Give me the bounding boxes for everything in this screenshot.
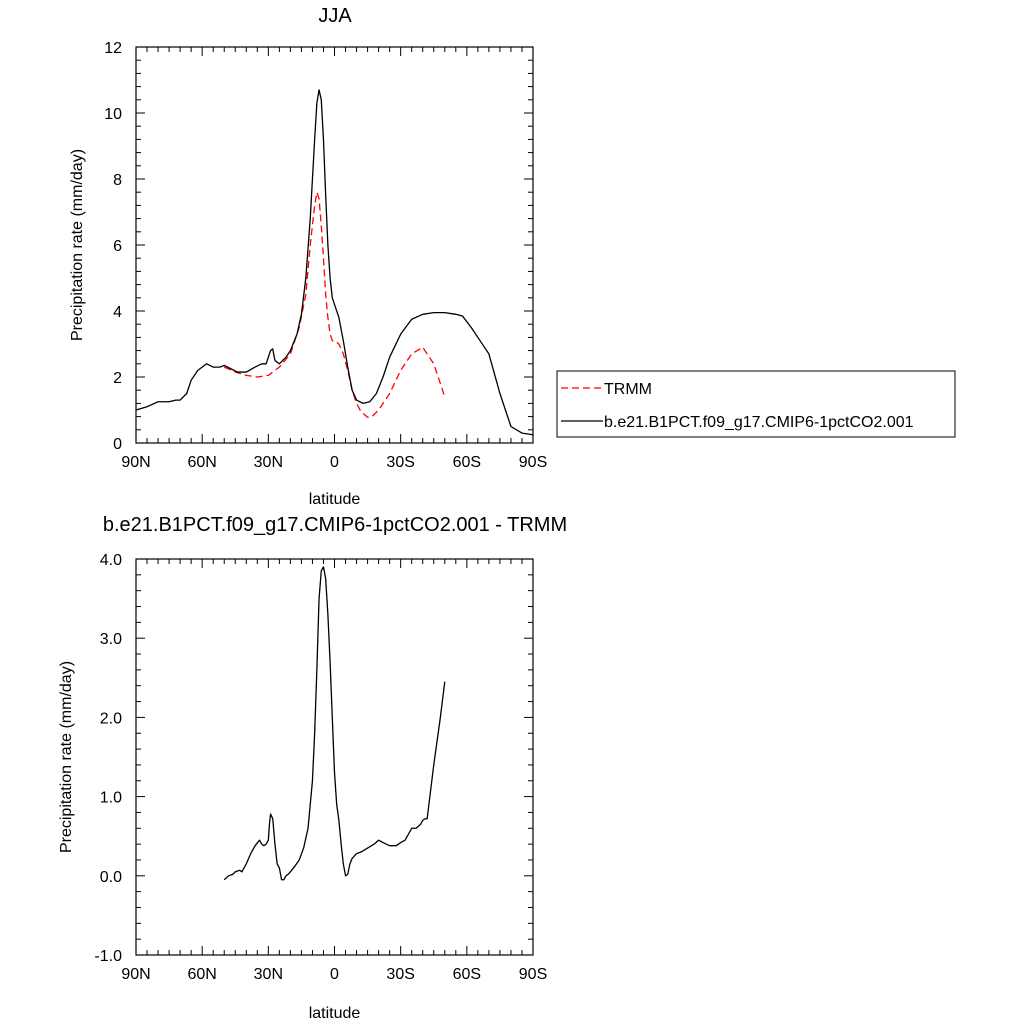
top-chart-plot-frame — [135, 46, 534, 444]
x-tick-label: 60S — [453, 966, 481, 983]
y-tick-label: 0 — [113, 436, 122, 453]
x-tick-label: 90N — [121, 966, 150, 983]
bottom-chart-plot-frame — [135, 558, 534, 956]
top-chart-ticks: 90N 60N 30N 0 30S 60S 90S 0 2 4 6 8 10 12 — [104, 40, 547, 471]
bottom-chart-title: b.e21.B1PCT.f09_g17.CMIP6-1pctCO2.001 - … — [103, 514, 567, 536]
legend-box — [556, 370, 956, 438]
top-chart-series-trmm-line — [223, 191, 446, 418]
y-tick-label: 8 — [113, 172, 122, 189]
x-tick-label: 30N — [254, 454, 283, 471]
x-tick-label: 30S — [386, 454, 414, 471]
bottom-chart-series-difference-line — [223, 566, 446, 881]
y-tick-label: 4.0 — [100, 552, 122, 569]
y-tick-label: 2.0 — [100, 710, 122, 727]
y-tick-label: 6 — [113, 238, 122, 255]
bottom-panel: b.e21.B1PCT.f09_g17.CMIP6-1pctCO2.001 - … — [58, 514, 567, 1022]
y-tick-label: 1.0 — [100, 790, 122, 807]
top-chart-series-model-line — [135, 89, 534, 436]
x-tick-label: 90S — [519, 966, 547, 983]
legend-label-trmm: TRMM — [604, 381, 652, 398]
top-chart-title: JJA — [318, 5, 352, 27]
top-chart-series-group — [135, 89, 534, 436]
legend-label-model: b.e21.B1PCT.f09_g17.CMIP6-1pctCO2.001 — [604, 414, 914, 431]
top-panel: JJA 90N 60N 30N 0 30S 60S 90S 0 2 4 6 8 10 12 latitud… — [69, 5, 956, 508]
x-tick-label: 30N — [254, 966, 283, 983]
bottom-chart-series-group — [223, 566, 446, 881]
top-chart-x-axis-label: latitude — [309, 491, 361, 508]
x-tick-label: 0 — [330, 454, 339, 471]
top-chart-y-axis-label: Precipitation rate (mm/day) — [69, 149, 86, 341]
bottom-chart-y-axis-label: Precipitation rate (mm/day) — [58, 661, 75, 853]
y-tick-label: -1.0 — [94, 948, 122, 965]
bottom-chart-ticks: 90N 60N 30N 0 30S 60S 90S -1.0 0.0 1.0 2.0 3.0 4.0 — [94, 552, 547, 983]
top-chart-legend: TRMM b.e21.B1PCT.f09_g17.CMIP6-1pctCO2.0… — [556, 370, 956, 438]
bottom-chart-x-axis-label: latitude — [309, 1005, 361, 1022]
y-tick-label: 0.0 — [100, 869, 122, 886]
x-tick-label: 30S — [386, 966, 414, 983]
x-tick-label: 60S — [453, 454, 481, 471]
y-tick-label: 12 — [104, 40, 122, 57]
x-tick-label: 0 — [330, 966, 339, 983]
x-tick-label: 90S — [519, 454, 547, 471]
y-tick-label: 3.0 — [100, 631, 122, 648]
y-tick-label: 4 — [113, 304, 122, 321]
x-tick-label: 90N — [121, 454, 150, 471]
x-tick-label: 60N — [187, 454, 216, 471]
y-tick-label: 10 — [104, 106, 122, 123]
x-tick-label: 60N — [187, 966, 216, 983]
y-tick-label: 2 — [113, 370, 122, 387]
